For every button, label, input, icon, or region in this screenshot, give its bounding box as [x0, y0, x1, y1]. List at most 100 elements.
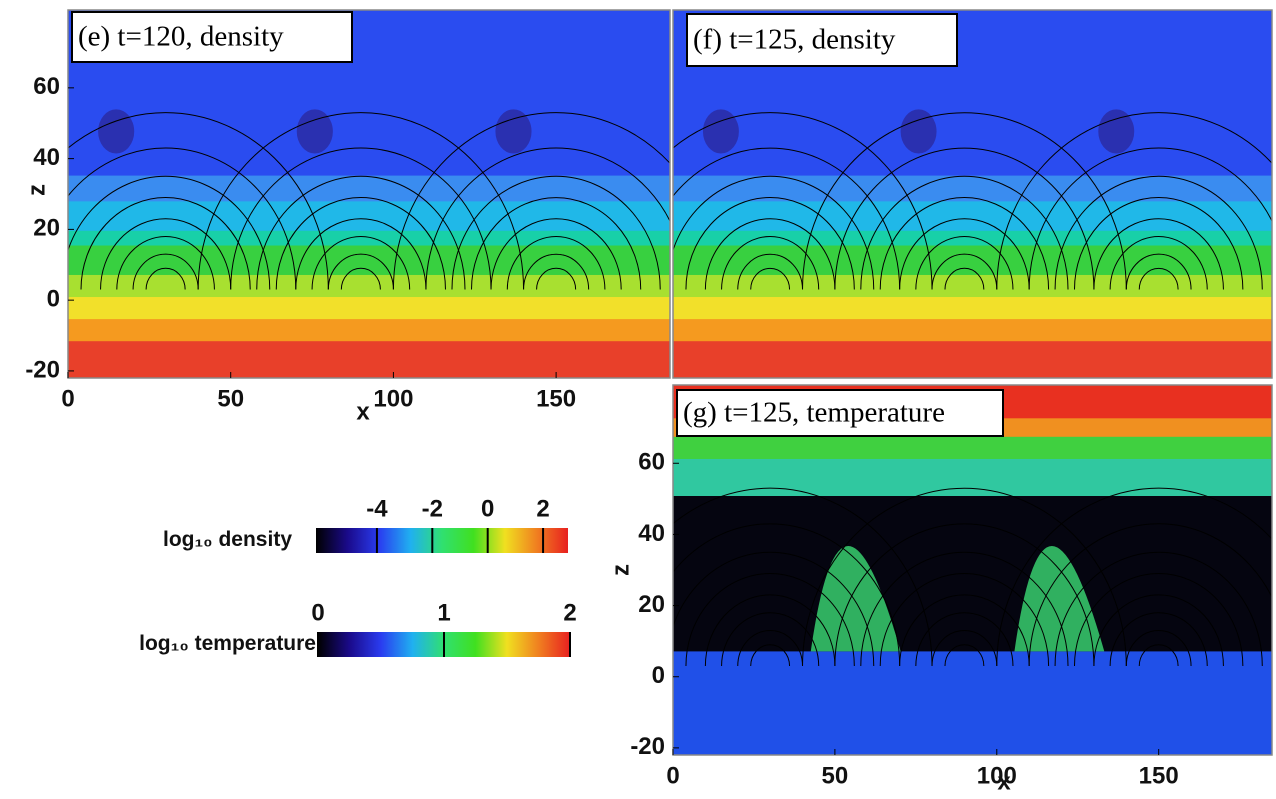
title-box	[676, 389, 1004, 437]
field-line	[471, 197, 642, 290]
field-spot	[702, 109, 739, 154]
field-line	[68, 112, 329, 290]
field-line	[536, 267, 577, 290]
y-axis-label: z	[23, 184, 50, 196]
field-spot	[98, 109, 135, 154]
field-line	[1073, 573, 1244, 667]
field-line	[116, 236, 215, 290]
field-band	[673, 459, 1272, 497]
field-plume	[1014, 545, 1105, 652]
field-line	[673, 112, 933, 290]
field-line	[68, 147, 297, 290]
plot-area	[673, 10, 1272, 378]
title-box	[686, 13, 958, 67]
field-line	[737, 253, 804, 290]
colorbar-label: log₁₀ temperature	[139, 632, 316, 655]
field-line	[879, 197, 1050, 290]
field-line	[750, 267, 791, 290]
x-tick-label: 100	[977, 762, 1017, 789]
field-line	[327, 253, 394, 290]
field-line	[802, 112, 1127, 290]
field-line	[704, 594, 836, 667]
field-line	[145, 267, 186, 290]
field-line	[490, 218, 622, 290]
field-line	[1028, 523, 1272, 667]
field-line	[197, 112, 525, 290]
field-band	[673, 274, 1272, 299]
field-line	[1138, 644, 1179, 667]
field-band	[673, 436, 1272, 460]
x-axis-label: x	[356, 398, 370, 425]
colorbar-tick-label: -2	[422, 495, 443, 522]
field-line	[879, 573, 1050, 667]
y-axis-label: z	[607, 564, 634, 576]
field-line	[506, 235, 606, 290]
field-line	[230, 147, 492, 290]
y-tick-label: 0	[47, 285, 60, 312]
field-line	[68, 176, 271, 290]
field-band	[673, 245, 1272, 276]
field-line	[834, 147, 1095, 290]
field-line	[944, 644, 985, 667]
colorbar	[316, 528, 568, 553]
colorbar-tick-label: 0	[311, 599, 324, 626]
field-band	[673, 651, 1272, 755]
panel-title: (g) t=125, temperature	[683, 397, 945, 429]
y-tick-label: 40	[33, 144, 60, 171]
y-tick-label: 20	[638, 591, 665, 618]
panel-title: (f) t=125, density	[693, 24, 896, 56]
field-line	[1028, 147, 1272, 290]
field-line	[1054, 551, 1263, 667]
field-line	[899, 218, 1030, 290]
field-line	[451, 175, 661, 290]
field-spot	[296, 109, 333, 154]
x-tick-label: 100	[373, 385, 413, 412]
field-line	[673, 487, 933, 667]
field-line	[1138, 268, 1179, 290]
field-line	[673, 147, 901, 290]
field-line	[340, 267, 381, 290]
field-line	[802, 487, 1127, 667]
x-tick-label: 0	[666, 762, 679, 789]
field-line	[523, 253, 590, 290]
title-box	[71, 11, 353, 63]
field-line	[931, 253, 998, 290]
field-line	[834, 523, 1095, 667]
x-axis-label: x	[997, 768, 1011, 795]
field-line	[132, 253, 199, 290]
field-band	[68, 297, 670, 321]
plot-frame	[672, 9, 1273, 379]
y-tick-label: 60	[33, 73, 60, 100]
field-line	[944, 267, 985, 290]
y-tick-label: 0	[652, 662, 665, 689]
field-band	[68, 319, 670, 343]
x-tick-label: 50	[822, 762, 849, 789]
x-tick-label: 150	[536, 385, 576, 412]
y-tick-label: 20	[33, 215, 60, 242]
y-tick-label: 40	[638, 520, 665, 547]
field-line	[860, 551, 1069, 667]
field-band	[68, 274, 670, 299]
x-tick-label: 0	[61, 385, 74, 412]
field-line	[311, 235, 411, 290]
field-line	[915, 236, 1014, 290]
x-tick-label: 150	[1139, 762, 1179, 789]
field-band	[673, 341, 1272, 378]
colorbar-tick-label: -4	[366, 495, 388, 522]
field-line	[996, 487, 1272, 667]
field-line	[996, 112, 1272, 290]
colorbar-tick-label: 2	[536, 495, 549, 522]
field-line	[860, 175, 1069, 290]
field-line	[704, 218, 836, 290]
field-band	[68, 245, 670, 276]
field-line	[425, 147, 670, 290]
field-line	[1073, 197, 1244, 290]
field-line	[685, 197, 855, 290]
field-line	[750, 644, 791, 667]
colorbar-tick-label: 2	[563, 599, 576, 626]
plot-area	[68, 10, 670, 378]
field-line	[392, 112, 670, 290]
plot-frame	[672, 384, 1273, 756]
field-line	[931, 630, 998, 667]
